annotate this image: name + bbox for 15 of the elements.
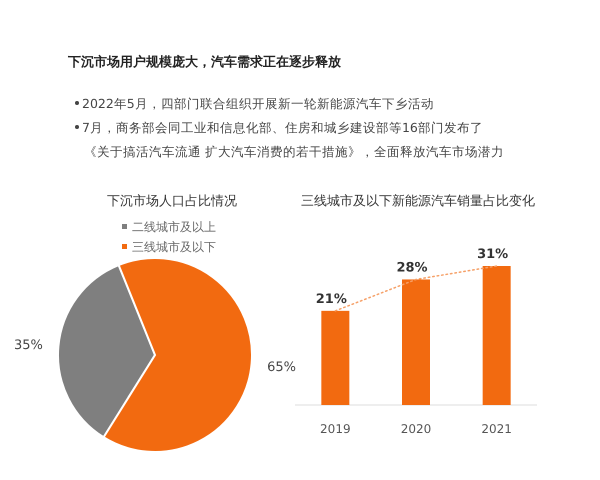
- data-label: 35%: [14, 338, 43, 353]
- chart-title: 下沉市场人口占比情况: [107, 194, 237, 209]
- x-tick-label: 2020: [400, 422, 432, 436]
- legend-label: 三线城市及以下: [132, 240, 216, 254]
- x-tick-label: 2019: [320, 422, 351, 436]
- text: 2022年5月，四部门联合组织开展新一轮新能源汽车下乡活动: [82, 96, 434, 111]
- legend-label: 二线城市及以上: [132, 220, 216, 234]
- text: 7月，商务部会同工业和信息化部、住房和城乡建设部等16部门发布了《关于搞活汽车流通 扩大汽车消费的若干措施》，全面释放汽车市场潜力: [82, 120, 504, 159]
- text: 下沉市场用户规模庞大，汽车需求正在逐步释放: [67, 54, 342, 70]
- x-tick-label: 2021: [481, 422, 512, 436]
- data-label: 31%: [477, 247, 508, 262]
- data-label: 28%: [396, 260, 428, 276]
- data-label: 21%: [316, 292, 347, 307]
- chart-title: 三线城市及以下新能源汽车销量占比变化: [301, 194, 535, 209]
- data-label: 65%: [267, 360, 296, 376]
